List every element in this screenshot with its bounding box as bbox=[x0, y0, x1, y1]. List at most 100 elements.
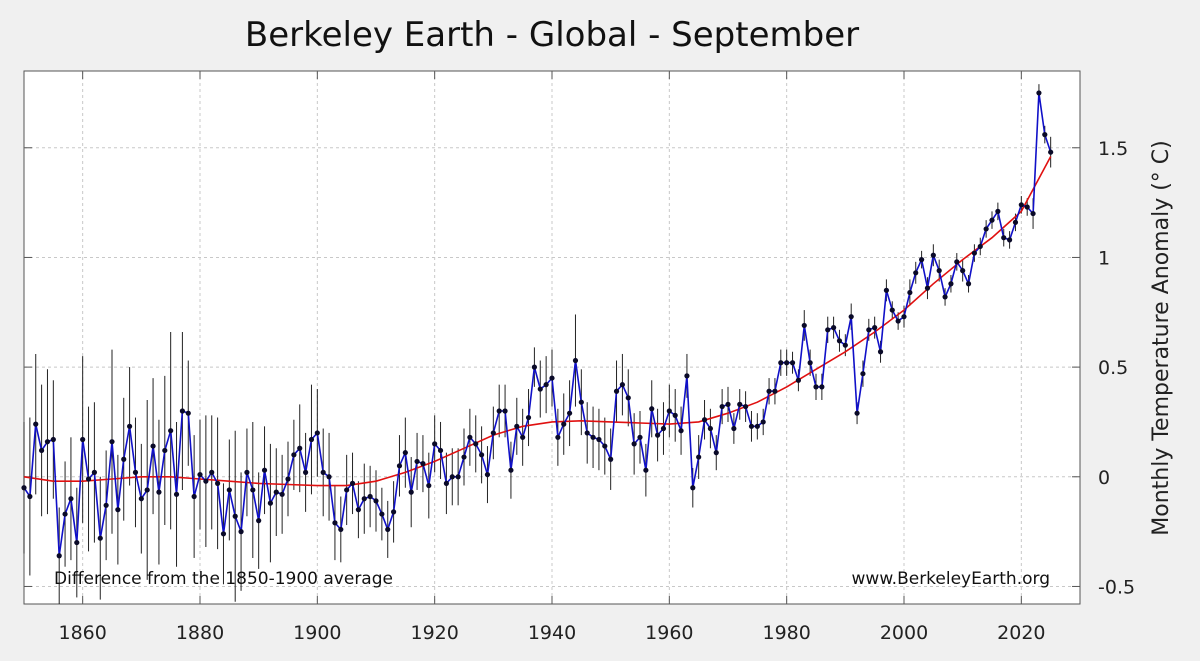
x-tick-label: 1960 bbox=[645, 622, 693, 644]
data-point bbox=[138, 496, 144, 502]
data-point bbox=[778, 360, 784, 366]
data-point bbox=[520, 434, 526, 440]
series-lines bbox=[23, 92, 1052, 556]
data-point bbox=[913, 270, 919, 276]
data-point bbox=[273, 489, 279, 495]
data-point bbox=[713, 450, 719, 456]
data-point bbox=[789, 360, 796, 366]
data-point bbox=[420, 461, 426, 467]
data-point bbox=[414, 458, 420, 465]
data-point bbox=[795, 377, 802, 383]
data-point bbox=[226, 487, 232, 493]
x-tick-label: 1860 bbox=[58, 622, 106, 644]
data-point bbox=[261, 467, 268, 473]
data-point bbox=[39, 447, 45, 454]
data-point bbox=[1042, 132, 1048, 138]
data-point bbox=[719, 403, 725, 410]
data-point bbox=[121, 456, 127, 462]
data-point bbox=[731, 425, 737, 432]
data-point bbox=[355, 507, 361, 513]
data-point bbox=[250, 487, 256, 493]
data-point bbox=[103, 502, 109, 508]
data-point bbox=[619, 382, 626, 388]
data-point bbox=[191, 493, 197, 500]
data-point bbox=[74, 539, 80, 546]
data-point bbox=[701, 417, 708, 423]
data-point bbox=[27, 493, 33, 500]
data-point bbox=[44, 439, 51, 445]
data-point bbox=[737, 401, 743, 407]
data-point bbox=[1001, 235, 1007, 241]
data-point bbox=[784, 360, 790, 366]
data-point bbox=[396, 463, 403, 469]
data-point bbox=[338, 526, 344, 533]
data-point bbox=[162, 447, 168, 454]
data-point bbox=[385, 526, 391, 533]
trend-line bbox=[23, 156, 1052, 487]
data-point bbox=[490, 430, 496, 436]
chart-title: Berkeley Earth - Global - September bbox=[245, 15, 859, 55]
data-point bbox=[109, 439, 115, 445]
data-point bbox=[244, 469, 250, 475]
data-point bbox=[467, 434, 473, 440]
data-point bbox=[613, 388, 620, 394]
data-point bbox=[320, 469, 326, 475]
data-point bbox=[684, 373, 690, 379]
data-point bbox=[68, 496, 74, 502]
data-point bbox=[748, 423, 755, 429]
data-point bbox=[285, 476, 291, 482]
x-tick-label: 1980 bbox=[762, 622, 810, 644]
data-point bbox=[555, 434, 561, 440]
data-point bbox=[349, 480, 356, 486]
data-point bbox=[197, 471, 203, 478]
data-point bbox=[508, 467, 514, 473]
y-tick-label: -0.5 bbox=[1098, 576, 1135, 598]
data-point bbox=[297, 445, 303, 451]
data-point bbox=[983, 226, 989, 232]
data-points bbox=[21, 90, 1054, 559]
data-point bbox=[50, 436, 56, 443]
y-tick-label: 1.5 bbox=[1098, 138, 1128, 160]
data-point bbox=[578, 399, 584, 405]
data-point bbox=[860, 371, 866, 377]
data-point bbox=[514, 423, 520, 429]
data-point bbox=[473, 441, 479, 447]
data-point bbox=[678, 428, 684, 434]
data-point bbox=[314, 430, 320, 436]
data-point bbox=[631, 441, 637, 447]
data-point bbox=[115, 507, 121, 513]
data-point bbox=[85, 476, 92, 482]
data-point bbox=[543, 382, 549, 388]
data-point bbox=[1007, 237, 1013, 243]
data-point bbox=[919, 257, 925, 263]
source-attribution: www.BerkeleyEarth.org bbox=[852, 569, 1050, 589]
data-point bbox=[930, 252, 936, 258]
data-point bbox=[127, 423, 133, 429]
data-point bbox=[690, 485, 696, 491]
data-point bbox=[590, 434, 596, 440]
data-point bbox=[80, 436, 86, 443]
y-tick-label: 0.5 bbox=[1098, 357, 1128, 379]
data-point bbox=[760, 419, 766, 425]
data-point bbox=[754, 423, 760, 429]
data-point bbox=[965, 281, 972, 287]
data-point bbox=[807, 360, 813, 366]
tick-labels: 1860 1880 1900 1920 1940 1960 1980 2000 2020 -0.5… bbox=[58, 138, 1135, 644]
data-point bbox=[549, 375, 555, 381]
data-point bbox=[836, 338, 843, 344]
data-point bbox=[1018, 202, 1024, 208]
data-point bbox=[825, 327, 831, 333]
data-point bbox=[889, 307, 895, 313]
x-tick-label: 1920 bbox=[410, 622, 458, 644]
x-tick-label: 1900 bbox=[293, 622, 341, 644]
data-point bbox=[643, 467, 649, 473]
data-point bbox=[179, 408, 185, 414]
data-point bbox=[819, 384, 825, 390]
data-point bbox=[203, 478, 209, 484]
data-point bbox=[144, 487, 150, 493]
data-point bbox=[132, 469, 139, 475]
data-point bbox=[1024, 204, 1030, 210]
data-point bbox=[185, 410, 191, 416]
data-point bbox=[608, 456, 614, 462]
x-tick-label: 1940 bbox=[528, 622, 576, 644]
